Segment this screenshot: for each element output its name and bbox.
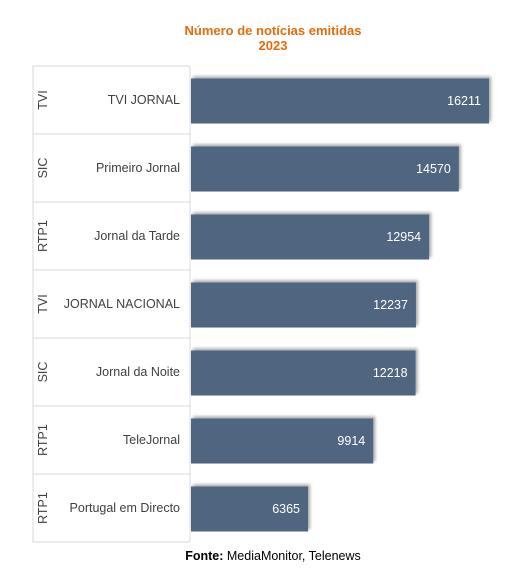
data-label: 12218 — [373, 366, 408, 380]
source-text: MediaMonitor, Telenews — [223, 549, 361, 563]
bar — [191, 146, 459, 192]
group-label: TVI — [36, 294, 50, 313]
category-label: JORNAL NACIONAL — [64, 297, 180, 311]
category-label: Jornal da Noite — [96, 365, 180, 379]
group-label: TVI — [36, 90, 50, 109]
chart-title-block: Número de notícias emitidas 2023 — [0, 23, 523, 53]
category-label: Jornal da Tarde — [94, 229, 180, 243]
data-label: 14570 — [416, 162, 451, 176]
data-label: 12954 — [386, 230, 421, 244]
group-label: RTP1 — [36, 424, 50, 456]
group-label: RTP1 — [36, 492, 50, 524]
category-label: TVI JORNAL — [108, 93, 180, 107]
bar — [191, 418, 374, 464]
data-label: 12237 — [373, 298, 408, 312]
bar — [191, 350, 416, 396]
chart-title: Número de notícias emitidas — [184, 23, 362, 38]
data-label: 6365 — [272, 502, 300, 516]
category-label: Portugal em Directo — [70, 501, 181, 515]
chart-subtitle: 2023 — [258, 38, 288, 53]
bar — [191, 214, 430, 260]
group-label: RTP1 — [36, 220, 50, 252]
bar — [191, 282, 416, 328]
source-label: Fonte: — [185, 549, 224, 563]
group-label: SIC — [36, 362, 50, 383]
data-label: 9914 — [337, 434, 365, 448]
bar — [191, 78, 489, 124]
category-label: TeleJornal — [123, 433, 180, 447]
group-label: SIC — [36, 158, 50, 179]
source-footer: Fonte: MediaMonitor, Telenews — [0, 549, 523, 563]
bar — [191, 486, 309, 532]
category-label: Primeiro Jornal — [96, 161, 180, 175]
data-label: 16211 — [447, 94, 481, 108]
